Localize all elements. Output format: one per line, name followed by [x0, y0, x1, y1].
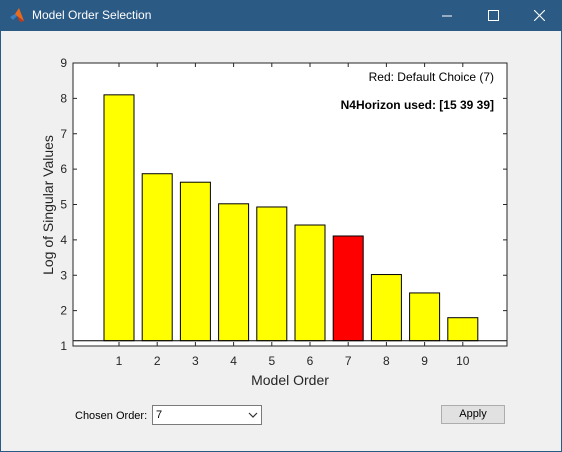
- y-tick-label: 3: [60, 268, 67, 282]
- minimize-icon: [441, 15, 452, 17]
- x-tick-label: 8: [383, 354, 390, 368]
- bar-order-9[interactable]: [409, 292, 441, 342]
- x-tick-label: 9: [421, 354, 428, 368]
- annotation-horizon: N4Horizon used: [15 39 39]: [341, 98, 494, 112]
- x-tick-label: 6: [307, 354, 314, 368]
- bar-order-8[interactable]: [370, 274, 402, 342]
- y-axis-label: Log of Singular Values: [40, 135, 56, 275]
- y-tick-label: 2: [60, 304, 67, 318]
- y-tick-label: 8: [60, 91, 67, 105]
- y-tick-label: 1: [60, 339, 67, 353]
- chosen-order-value: 7: [156, 409, 163, 421]
- annotation-default-choice: Red: Default Choice (7): [369, 70, 494, 84]
- maximize-button[interactable]: [470, 0, 516, 31]
- plot-frame: [72, 62, 508, 347]
- chosen-order-label: Chosen Order:: [75, 410, 148, 422]
- maximize-icon: [487, 10, 499, 21]
- chevron-down-icon[interactable]: [245, 406, 261, 424]
- bar-order-1[interactable]: [103, 94, 135, 342]
- minimize-button[interactable]: [424, 0, 470, 31]
- apply-button[interactable]: Apply: [441, 405, 505, 424]
- y-tick-label: 5: [60, 198, 67, 212]
- x-tick-label: 1: [116, 354, 123, 368]
- x-axis-ticks: 1 2 3 4 5 6 7 8 9 10: [116, 63, 470, 368]
- bar-order-4[interactable]: [218, 203, 250, 342]
- bar-order-2[interactable]: [141, 173, 173, 342]
- x-tick-label: 2: [154, 354, 161, 368]
- y-tick-label: 9: [60, 56, 67, 70]
- x-tick-label: 10: [456, 354, 470, 368]
- x-tick-label: 5: [268, 354, 275, 368]
- bar-order-3[interactable]: [179, 181, 211, 342]
- x-tick-label: 7: [345, 354, 352, 368]
- bar-order-5[interactable]: [256, 206, 288, 342]
- title-bar[interactable]: Model Order Selection: [0, 0, 562, 31]
- x-axis-label: Model Order: [251, 372, 329, 388]
- bar-order-7[interactable]: [332, 235, 364, 342]
- close-button[interactable]: [516, 0, 562, 31]
- window-title: Model Order Selection: [32, 8, 152, 22]
- y-tick-label: 4: [60, 233, 67, 247]
- bar-order-6[interactable]: [294, 224, 326, 342]
- bars[interactable]: [103, 94, 479, 342]
- x-tick-label: 4: [230, 354, 237, 368]
- close-icon: [533, 10, 545, 21]
- matlab-logo-icon: [10, 8, 24, 22]
- y-tick-label: 6: [60, 162, 67, 176]
- bar-order-10[interactable]: [447, 317, 479, 342]
- chosen-order-select[interactable]: 7: [152, 405, 262, 425]
- y-tick-label: 7: [60, 127, 67, 141]
- x-tick-label: 3: [192, 354, 199, 368]
